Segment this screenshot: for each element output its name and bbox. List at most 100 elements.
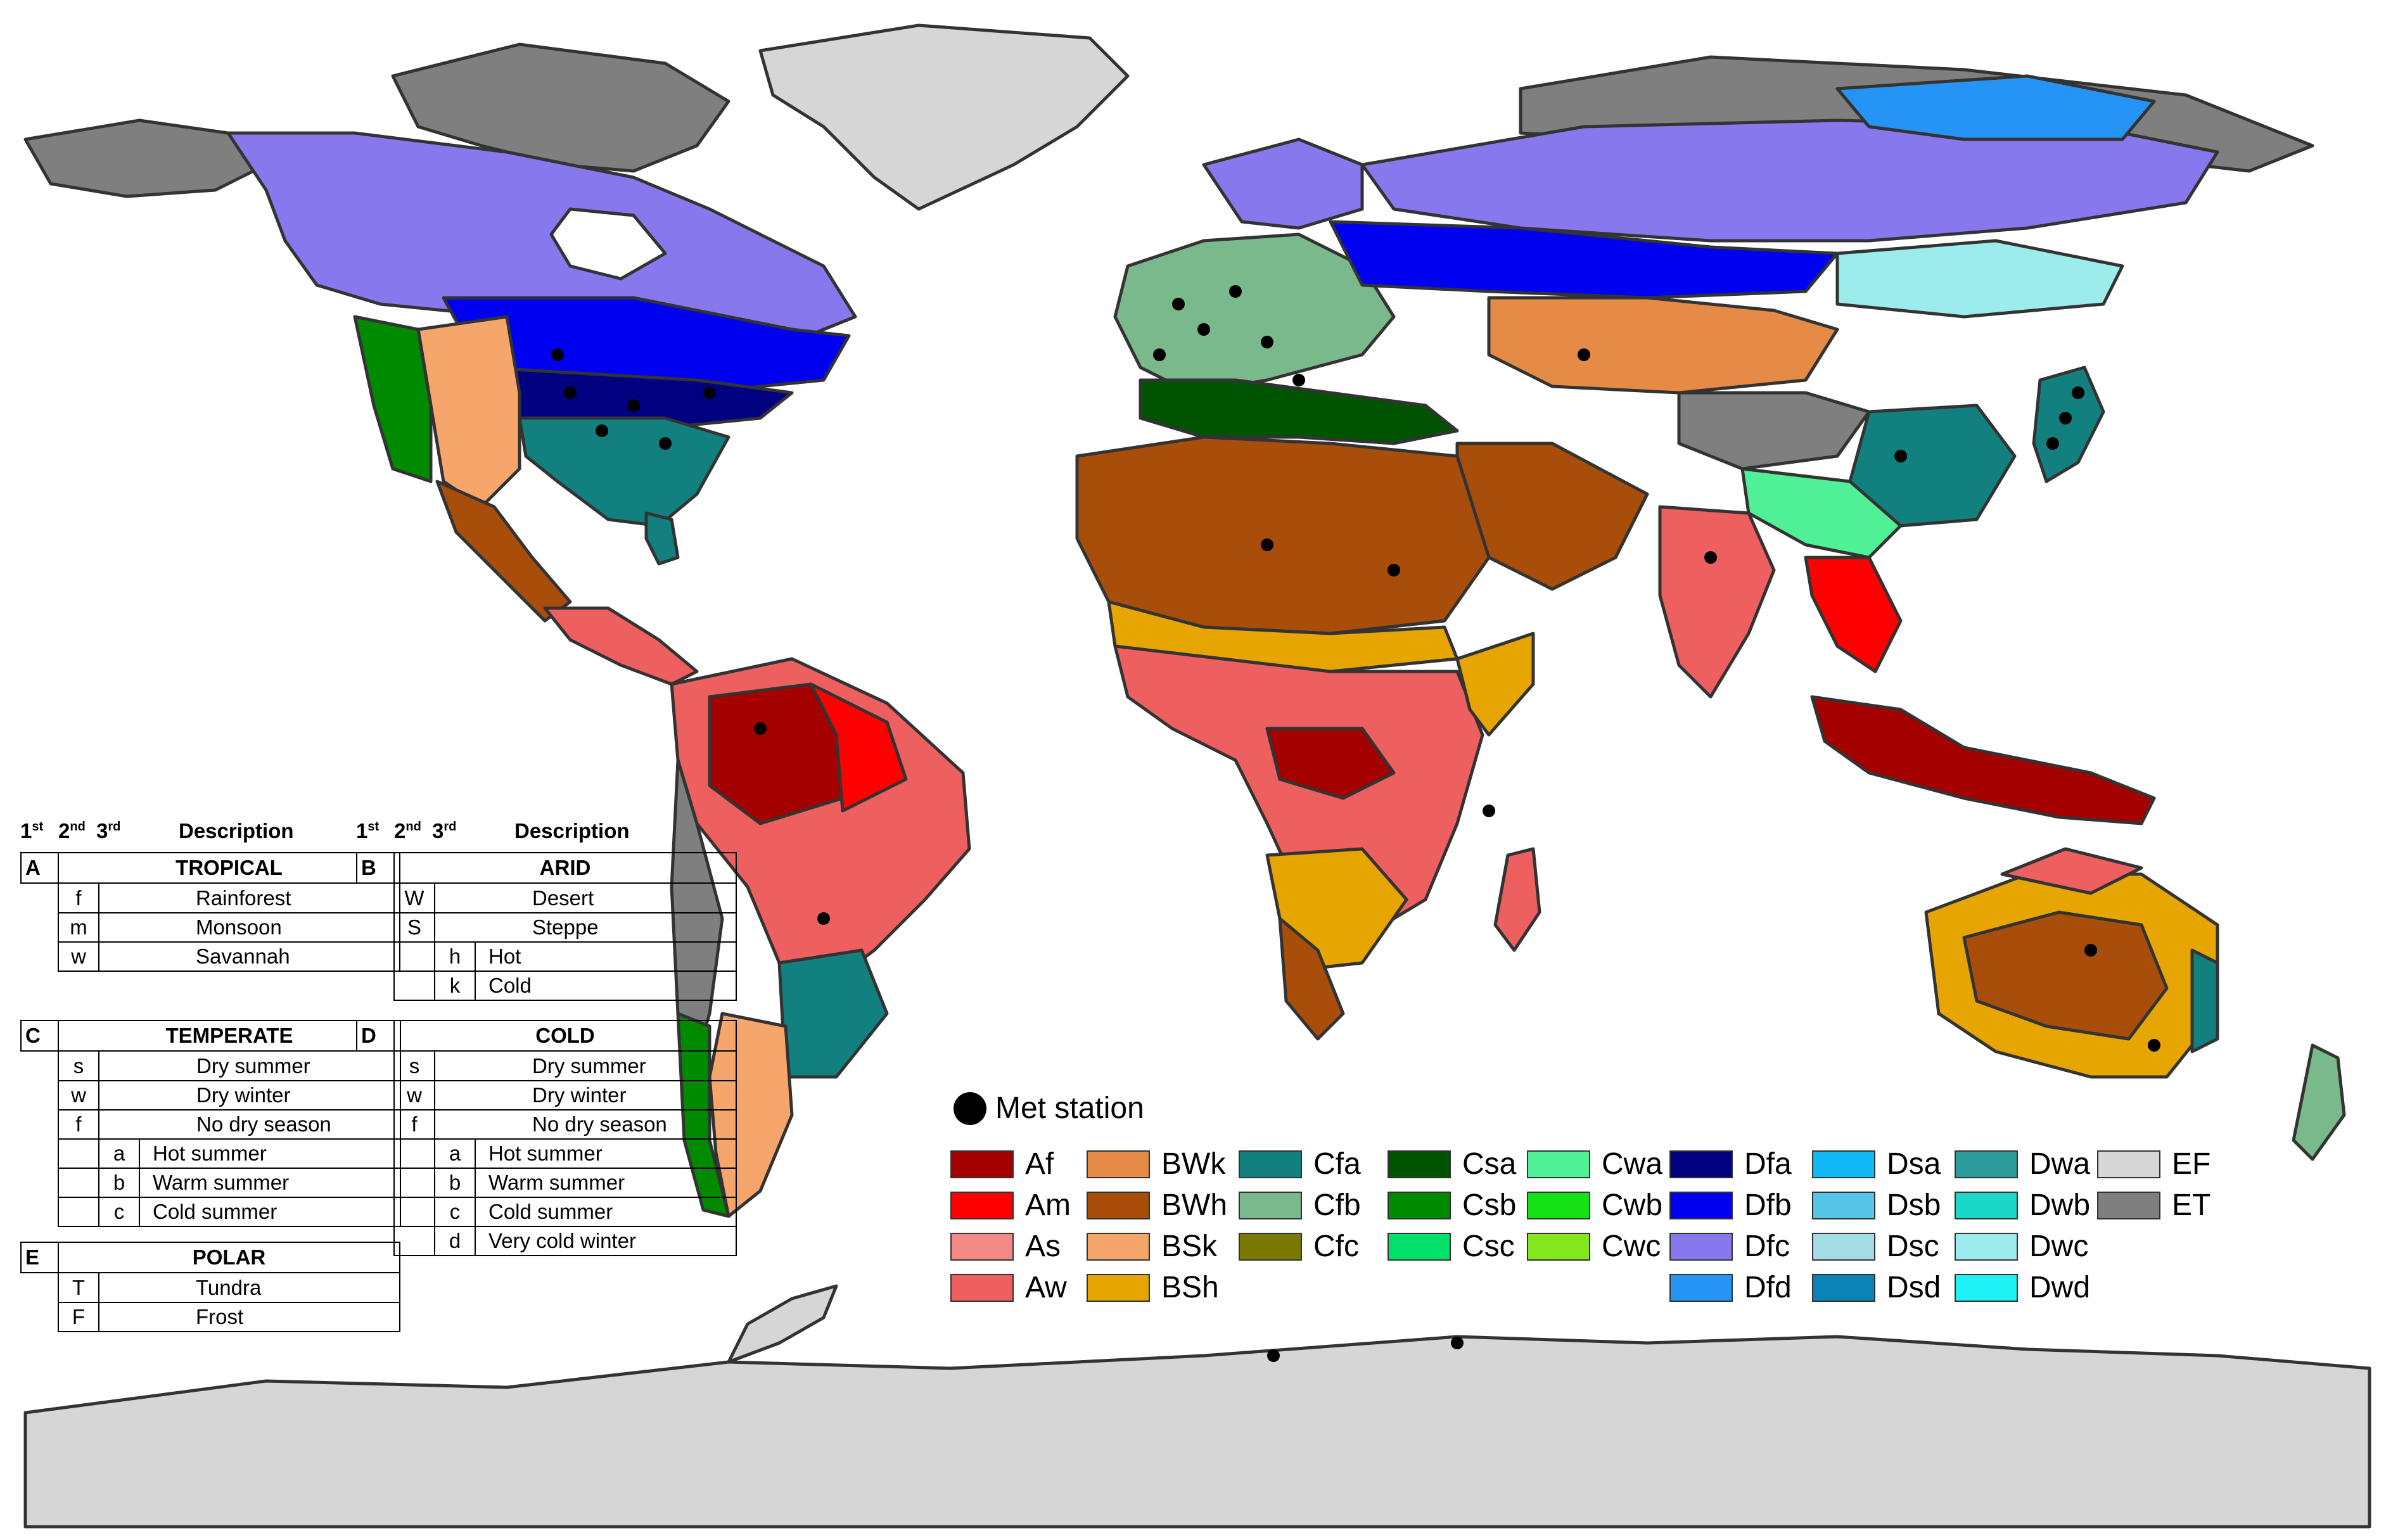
key-third-letter [434, 882, 475, 913]
key-description: Cold summer [475, 1197, 737, 1227]
legend-swatch [950, 1273, 1014, 1302]
key-description: Desert [475, 882, 737, 913]
key-header-ordinal: 1st [356, 819, 380, 843]
key-second-letter: s [58, 1050, 99, 1081]
legend-code: BWh [1161, 1188, 1228, 1222]
legend-swatch [950, 1191, 1014, 1219]
key-third-letter: a [98, 1138, 140, 1169]
legend-item-cwc: Cwc [1527, 1229, 1661, 1264]
legend-swatch [2097, 1191, 2160, 1219]
legend-code: Csb [1462, 1188, 1517, 1222]
key-row: h Hot [357, 941, 737, 972]
key-row: w Dry winter [21, 1080, 401, 1110]
tibet-et [1677, 391, 1871, 471]
key-second-letter [393, 1197, 435, 1227]
legend-swatch [1087, 1150, 1150, 1178]
russia-dfc [1360, 118, 2219, 243]
usa-cfa [518, 416, 730, 528]
key-third-letter [434, 1080, 475, 1110]
key-row: s Dry summer [21, 1050, 401, 1081]
legend-item-cfb: Cfb [1239, 1188, 1361, 1223]
central-asia-bwk [1487, 296, 1839, 395]
legend-swatch [1087, 1191, 1150, 1219]
key-third-letter [98, 1302, 139, 1332]
mediterranean-csa [1139, 378, 1459, 445]
legend-code: EF [2172, 1147, 2211, 1181]
key-table-arid: B ARID W Desert S Steppe h Hot k Cold [356, 852, 737, 1001]
key-third-letter [98, 912, 139, 943]
key-description: Dry summer [475, 1050, 737, 1081]
key-table-tropical: A TROPICAL f Rainforest m Monsoon w Savannah [20, 852, 400, 972]
central-america-aw [543, 606, 699, 686]
key-row: s Dry summer [357, 1050, 737, 1081]
legend-swatch [1527, 1191, 1590, 1219]
legend-item-dsa: Dsa [1812, 1147, 1941, 1181]
legend-swatch [1669, 1232, 1733, 1261]
key-description: Savannah [139, 941, 400, 972]
key-description: Warm summer [139, 1168, 401, 1198]
southern-brazil-cfa [777, 948, 889, 1079]
climate-class-legend: Af Am As Aw BWk BWh BSk BSh Cfa Cfb Cfc Csa Csb Csc Cw… [950, 1090, 2217, 1343]
legend-item-am: Am [950, 1188, 1071, 1223]
legend-swatch [1388, 1150, 1451, 1178]
hudson-bay [549, 207, 667, 281]
arctic-canada-tundra [391, 42, 730, 173]
key-group-code: C [20, 1020, 59, 1052]
legend-item-af: Af [950, 1147, 1054, 1181]
key-description: Frost [139, 1302, 400, 1332]
met-station-dot [954, 1091, 986, 1125]
legend-code: Am [1025, 1188, 1071, 1222]
key-row: f No dry season [21, 1109, 401, 1140]
legend-code: Dsb [1887, 1188, 1941, 1222]
key-second-letter [393, 942, 435, 972]
legend-item-dwb: Dwb [1955, 1188, 2090, 1223]
key-description: Monsoon [139, 912, 400, 943]
legend-item-dsd: Dsd [1812, 1270, 1941, 1305]
key-third-letter [98, 882, 139, 913]
legend-swatch [1527, 1232, 1590, 1261]
legend-code: Dfd [1744, 1271, 1792, 1304]
greenland [758, 23, 1130, 211]
legend-item-csb: Csb [1388, 1188, 1516, 1223]
legend-item-dsc: Dsc [1812, 1229, 1939, 1264]
legend-swatch [1388, 1191, 1451, 1219]
key-second-letter: T [58, 1272, 99, 1303]
legend-code: Dwa [2029, 1147, 2091, 1181]
legend-item-as: As [950, 1229, 1061, 1264]
key-second-letter [393, 1226, 435, 1256]
key-description: Steppe [475, 912, 737, 943]
key-second-letter: s [393, 1050, 435, 1081]
legend-code: Cwc [1602, 1230, 1661, 1263]
key-group-code: B [356, 852, 395, 884]
congo-af [1265, 727, 1396, 800]
legend-swatch [1669, 1273, 1733, 1302]
key-row: d Very cold winter [357, 1226, 737, 1256]
key-header-ordinal: 1st [20, 819, 44, 843]
florida [644, 511, 680, 566]
key-third-letter: k [434, 970, 476, 1001]
legend-swatch [1669, 1191, 1733, 1219]
key-second-letter: f [393, 1109, 435, 1140]
india-aw [1658, 505, 1776, 699]
legend-code: Dwb [2029, 1188, 2091, 1222]
key-second-letter [58, 1197, 99, 1227]
legend-item-aw: Aw [950, 1270, 1067, 1305]
key-group-name: COLD [393, 1020, 737, 1052]
key-row: f No dry season [357, 1109, 737, 1140]
key-description: Dry winter [475, 1080, 737, 1110]
legend-swatch [950, 1232, 1014, 1261]
legend-code: BSk [1161, 1230, 1218, 1263]
key-group-name: ARID [393, 852, 737, 884]
key-third-letter: c [434, 1197, 476, 1227]
key-row: w Dry winter [357, 1080, 737, 1110]
legend-code: Dsa [1887, 1147, 1941, 1181]
legend-code: Dsc [1887, 1230, 1939, 1263]
legend-swatch [1812, 1150, 1875, 1178]
usa-csb [353, 315, 433, 483]
key-description: Hot [475, 941, 737, 972]
legend-code: BSh [1161, 1271, 1219, 1304]
key-third-letter [98, 941, 139, 972]
legend-swatch [2097, 1150, 2160, 1178]
legend-code: Cfa [1313, 1147, 1361, 1181]
legend-swatch [1812, 1191, 1875, 1219]
